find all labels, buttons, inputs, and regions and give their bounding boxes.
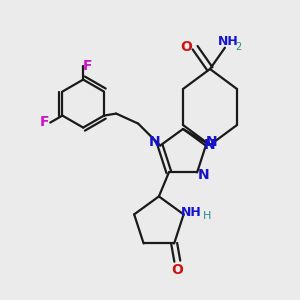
Text: F: F <box>82 58 92 73</box>
Text: N: N <box>204 138 216 152</box>
Text: O: O <box>180 40 192 54</box>
Text: F: F <box>40 115 49 129</box>
Text: N: N <box>148 135 160 148</box>
Text: O: O <box>171 263 183 277</box>
Text: H: H <box>202 212 211 221</box>
Text: NH: NH <box>181 206 202 219</box>
Text: 2: 2 <box>235 42 241 52</box>
Text: NH: NH <box>218 35 238 48</box>
Text: N: N <box>197 168 209 182</box>
Text: N: N <box>206 135 218 148</box>
